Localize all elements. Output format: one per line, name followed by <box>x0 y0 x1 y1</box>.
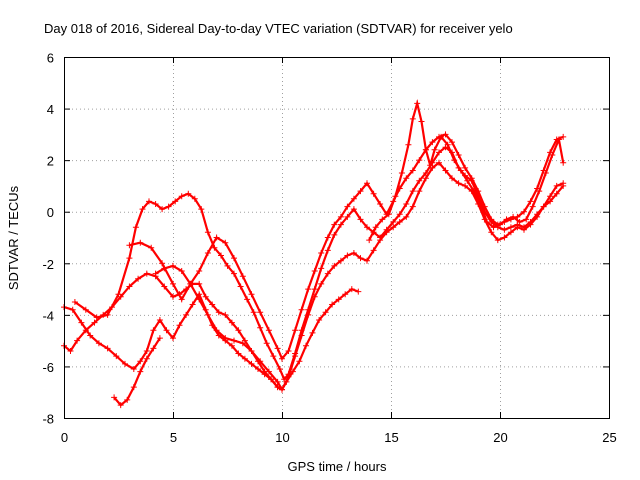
x-tick-label: 20 <box>493 430 507 445</box>
y-tick-label: 2 <box>47 154 54 169</box>
x-tick-label: 10 <box>275 430 289 445</box>
data-point-markers <box>111 335 163 409</box>
x-axis-label: GPS time / hours <box>288 459 387 474</box>
y-tick-label: -2 <box>42 257 54 272</box>
series-line <box>155 161 564 392</box>
axis-ticks: 0 5 10 15 20 25 -8 -6 -4 -2 0 2 4 6 <box>42 51 616 446</box>
series-line <box>129 133 564 361</box>
grid-lines <box>64 57 609 418</box>
x-tick-label: 25 <box>602 430 616 445</box>
y-tick-label: -4 <box>42 308 54 323</box>
y-tick-label: 4 <box>47 102 54 117</box>
series-line <box>63 291 283 391</box>
series-6 <box>152 159 567 393</box>
series-layer <box>61 99 567 409</box>
y-tick-label: -8 <box>42 412 54 427</box>
series-line <box>113 337 161 407</box>
y-tick-label: 6 <box>47 51 54 66</box>
y-axis-label: SDTVAR / TECUs <box>6 185 21 290</box>
series-7 <box>366 99 567 244</box>
x-tick-label: 5 <box>170 430 177 445</box>
y-tick-label: 0 <box>47 205 54 220</box>
x-tick-label: 0 <box>61 430 68 445</box>
y-tick-label: -6 <box>42 360 54 375</box>
series-3 <box>111 335 163 409</box>
x-tick-label: 15 <box>384 430 398 445</box>
data-point-markers <box>366 100 567 244</box>
chart-title: Day 018 of 2016, Sidereal Day-to-day VTE… <box>44 21 513 36</box>
data-point-markers <box>152 159 567 393</box>
plot-frame <box>64 57 610 419</box>
